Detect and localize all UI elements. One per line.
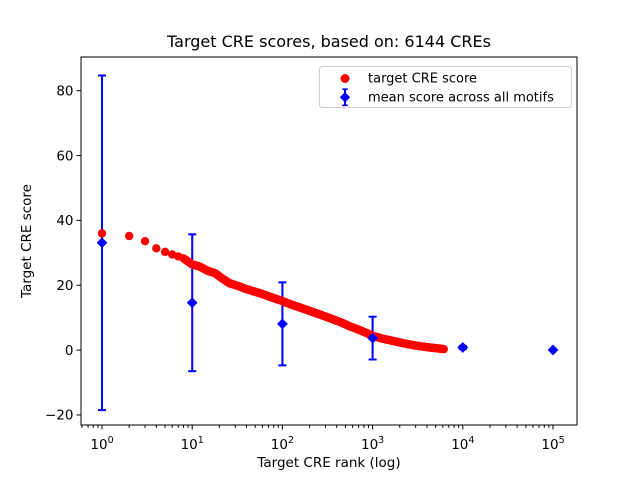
x-tick-label: 105 (541, 435, 564, 453)
legend-circle-marker-icon (340, 74, 350, 83)
plot-area-border (80, 56, 578, 426)
data-point (97, 229, 107, 238)
legend-diamond-marker-icon (339, 92, 351, 103)
x-tick-label: 103 (361, 435, 384, 453)
legend-label-mean-score: mean score across all motifs (368, 91, 554, 106)
data-point (124, 231, 134, 241)
legend-label-target-score: target CRE score (368, 72, 477, 87)
target-score-series (97, 229, 448, 354)
y-tick-label: 20 (56, 278, 73, 294)
legend-box (319, 66, 572, 108)
data-point (140, 236, 150, 246)
data-point (152, 244, 161, 253)
x-tick-label: 102 (271, 435, 294, 453)
x-axis-label: Target CRE rank (log) (256, 455, 400, 471)
data-point (439, 344, 448, 354)
x-tick-label: 104 (451, 435, 474, 453)
mean-diamond-marker (186, 297, 198, 309)
x-axis: 100 101 102 103 104 105 (81, 425, 565, 453)
mean-diamond-marker (277, 318, 288, 330)
mean-score-series (96, 237, 559, 356)
mean-diamond-marker (367, 332, 379, 344)
y-tick-label: −20 (45, 408, 74, 424)
y-axis: −20 0 20 40 60 80 (45, 83, 81, 424)
y-tick-label: 40 (56, 213, 73, 229)
errorbar-lines-layer (98, 74, 558, 412)
data-point (160, 247, 170, 257)
y-tick-label: 0 (65, 343, 74, 359)
x-tick-label: 101 (181, 435, 204, 453)
y-tick-label: 60 (56, 148, 73, 164)
chart-title: Target CRE scores, based on: 6144 CREs (166, 32, 491, 51)
y-tick-label: 80 (56, 83, 73, 99)
mean-diamond-marker (96, 237, 108, 249)
legend: target CRE score mean score across all m… (319, 66, 572, 108)
mean-diamond-marker (457, 342, 469, 353)
x-tick-label: 100 (90, 435, 113, 453)
mean-diamond-marker (547, 344, 559, 356)
y-axis-label: Target CRE score (19, 184, 35, 299)
